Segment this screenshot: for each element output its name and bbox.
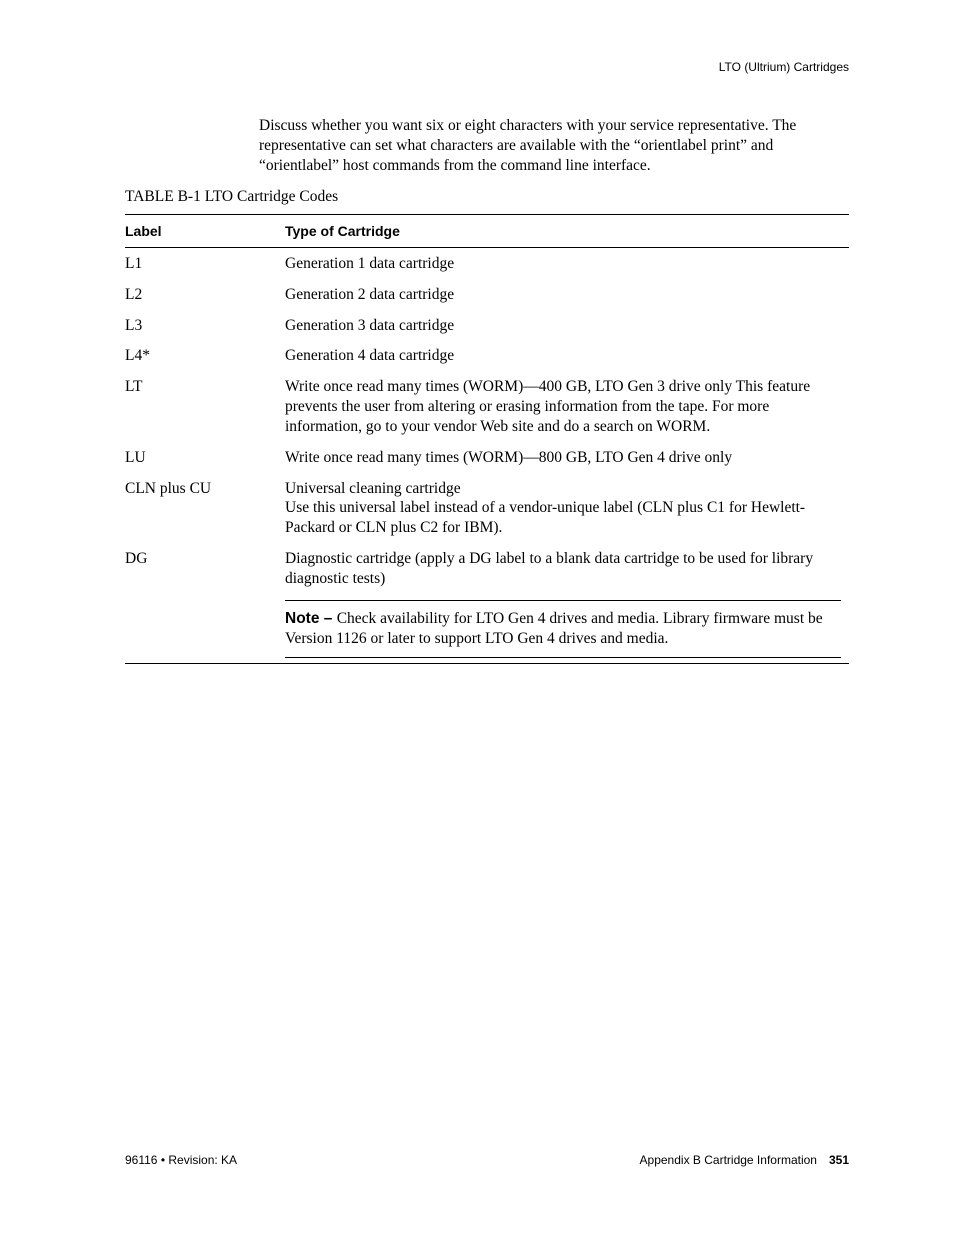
- table-row: DG Diagnostic cartridge (apply a DG labe…: [125, 544, 849, 595]
- body-content: Discuss whether you want six or eight ch…: [125, 116, 849, 664]
- table-row: L2 Generation 2 data cartridge: [125, 279, 849, 310]
- cell-label: L4*: [125, 341, 285, 372]
- table-row: L4* Generation 4 data cartridge: [125, 341, 849, 372]
- note-inner: Note – Check availability for LTO Gen 4 …: [285, 600, 841, 658]
- table-row: L1 Generation 1 data cartridge: [125, 248, 849, 279]
- footer-page-number: 351: [829, 1153, 849, 1167]
- page-container: LTO (Ultrium) Cartridges Discuss whether…: [0, 0, 954, 1235]
- table-header-type: Type of Cartridge: [285, 215, 849, 248]
- table-row: L3 Generation 3 data cartridge: [125, 310, 849, 341]
- table-row: LU Write once read many times (WORM)—800…: [125, 442, 849, 473]
- cell-label: DG: [125, 544, 285, 595]
- footer-left: 96116 • Revision: KA: [125, 1153, 237, 1167]
- table-row: LT Write once read many times (WORM)—400…: [125, 372, 849, 442]
- cell-label: L2: [125, 279, 285, 310]
- cell-type: Write once read many times (WORM)—800 GB…: [285, 442, 849, 473]
- cell-label: LT: [125, 372, 285, 442]
- cell-label: CLN plus CU: [125, 473, 285, 543]
- table-row: CLN plus CU Universal cleaning cartridge…: [125, 473, 849, 543]
- table-header-label: Label: [125, 215, 285, 248]
- footer-appendix-text: Appendix B Cartridge Information: [640, 1153, 817, 1167]
- cell-type: Generation 4 data cartridge: [285, 341, 849, 372]
- intro-paragraph: Discuss whether you want six or eight ch…: [259, 116, 849, 176]
- cell-type: Generation 1 data cartridge: [285, 248, 849, 279]
- header-section-title: LTO (Ultrium) Cartridges: [719, 60, 849, 74]
- note-label: Note –: [285, 610, 337, 627]
- cell-label: L3: [125, 310, 285, 341]
- cell-type: Diagnostic cartridge (apply a DG label t…: [285, 544, 849, 595]
- cell-type: Write once read many times (WORM)—400 GB…: [285, 372, 849, 442]
- note-text: Check availability for LTO Gen 4 drives …: [285, 610, 823, 647]
- cell-type: Generation 2 data cartridge: [285, 279, 849, 310]
- table-caption: TABLE B-1 LTO Cartridge Codes: [125, 188, 849, 206]
- page-footer: 96116 • Revision: KA Appendix B Cartridg…: [125, 1153, 849, 1167]
- table-header-row: Label Type of Cartridge: [125, 215, 849, 248]
- cell-empty: [125, 594, 285, 664]
- table-note-row: Note – Check availability for LTO Gen 4 …: [125, 594, 849, 664]
- cell-note: Note – Check availability for LTO Gen 4 …: [285, 594, 849, 664]
- cell-label: LU: [125, 442, 285, 473]
- cell-type: Generation 3 data cartridge: [285, 310, 849, 341]
- footer-right: Appendix B Cartridge Information 351: [640, 1153, 849, 1167]
- cartridge-codes-table: Label Type of Cartridge L1 Generation 1 …: [125, 214, 849, 664]
- cell-label: L1: [125, 248, 285, 279]
- cell-type: Universal cleaning cartridgeUse this uni…: [285, 473, 849, 543]
